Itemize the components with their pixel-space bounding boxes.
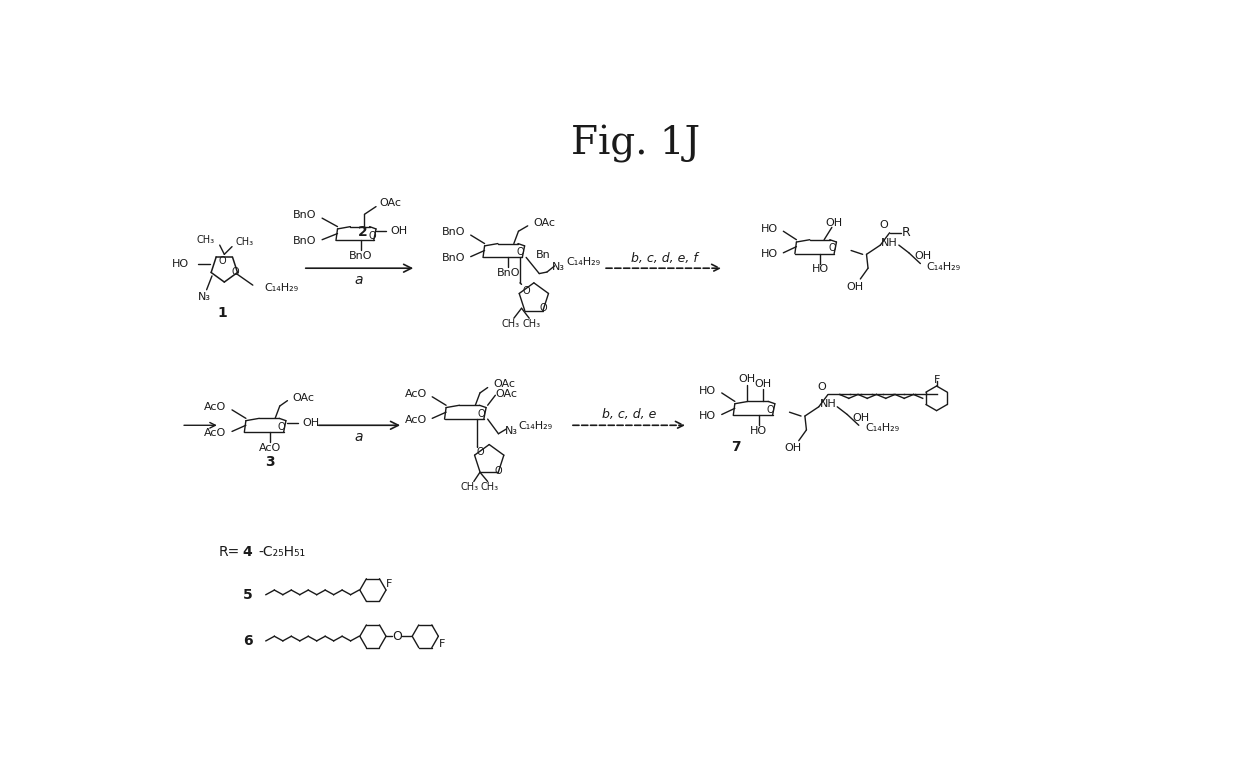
Text: R: R [903,226,911,239]
Text: C₁₄H₂₉: C₁₄H₂₉ [567,257,600,267]
Text: CH₃: CH₃ [480,482,498,492]
Text: Bn: Bn [536,250,551,260]
Text: C₁₄H₂₉: C₁₄H₂₉ [926,262,961,272]
Text: HO: HO [699,411,717,421]
Text: N₃: N₃ [552,262,565,273]
Text: AcO: AcO [205,401,227,411]
Text: O: O [278,422,285,432]
Text: HO: HO [172,259,188,269]
Text: O: O [828,243,836,253]
Text: 5: 5 [243,587,253,601]
Text: O: O [219,256,227,266]
Text: BnO: BnO [293,210,316,220]
Text: OAc: OAc [293,392,315,402]
Text: CH₃: CH₃ [522,319,541,329]
Text: HO: HO [812,264,828,274]
Text: BnO: BnO [441,227,465,237]
Text: HO: HO [699,386,717,395]
Text: 3: 3 [265,455,274,469]
Text: OH: OH [303,418,320,428]
Text: OH: OH [739,374,755,384]
Text: b, c, d, e: b, c, d, e [603,408,656,421]
Text: CH₃: CH₃ [461,482,479,492]
Text: NH: NH [882,238,898,248]
Text: C₁₄H₂₉: C₁₄H₂₉ [518,421,553,431]
Text: HO: HO [761,224,777,234]
Text: CH₃: CH₃ [236,237,253,247]
Text: OAc: OAc [533,218,556,228]
Text: OH: OH [853,412,869,422]
Text: N₃: N₃ [198,293,211,303]
Text: OH: OH [826,218,843,228]
Text: BnO: BnO [497,268,521,278]
Text: O: O [477,408,485,418]
Text: O: O [495,466,502,476]
Text: OAc: OAc [379,198,402,208]
Text: OH: OH [847,282,863,292]
Text: CH₃: CH₃ [502,319,520,329]
Text: O: O [766,405,774,415]
Text: BnO: BnO [293,236,316,246]
Text: 1: 1 [217,306,227,320]
Text: BnO: BnO [348,251,372,261]
Text: Fig. 1J: Fig. 1J [570,125,701,163]
Text: OH: OH [785,443,802,453]
Text: O: O [393,630,403,643]
Text: AcO: AcO [404,415,427,425]
Text: N₃: N₃ [505,426,517,436]
Text: OAc: OAc [494,380,515,389]
Text: BnO: BnO [441,253,465,263]
Text: a: a [355,430,363,444]
Text: O: O [232,267,239,277]
Text: F: F [934,375,940,385]
Text: CH₃: CH₃ [196,235,215,245]
Text: AcO: AcO [404,389,427,398]
Text: 4: 4 [243,545,253,560]
Text: AcO: AcO [259,442,281,452]
Text: R=: R= [218,545,239,560]
Text: O: O [516,247,523,257]
Text: F: F [386,579,392,589]
Text: OH: OH [754,380,771,389]
Text: NH: NH [820,399,836,409]
Text: HO: HO [761,249,777,259]
Text: b, c, d, e, f: b, c, d, e, f [631,252,697,265]
Text: -C₂₅H₅₁: -C₂₅H₅₁ [258,545,305,560]
Text: 7: 7 [730,440,740,454]
Text: OH: OH [391,226,408,236]
Text: O: O [522,286,529,296]
Text: F: F [439,639,445,649]
Text: O: O [476,447,484,457]
Text: O: O [879,220,888,230]
Text: C₁₄H₂₉: C₁₄H₂₉ [264,283,299,293]
Text: AcO: AcO [205,428,227,438]
Text: O: O [539,303,547,313]
Text: O: O [817,382,826,391]
Text: OH: OH [914,251,931,261]
Text: 6: 6 [243,634,253,648]
Text: a: a [355,273,363,286]
Text: C₁₄H₂₉: C₁₄H₂₉ [866,423,899,433]
Text: OAc: OAc [495,389,517,398]
Text: 2: 2 [358,225,368,239]
Text: O: O [368,231,376,241]
Text: HO: HO [750,425,768,435]
